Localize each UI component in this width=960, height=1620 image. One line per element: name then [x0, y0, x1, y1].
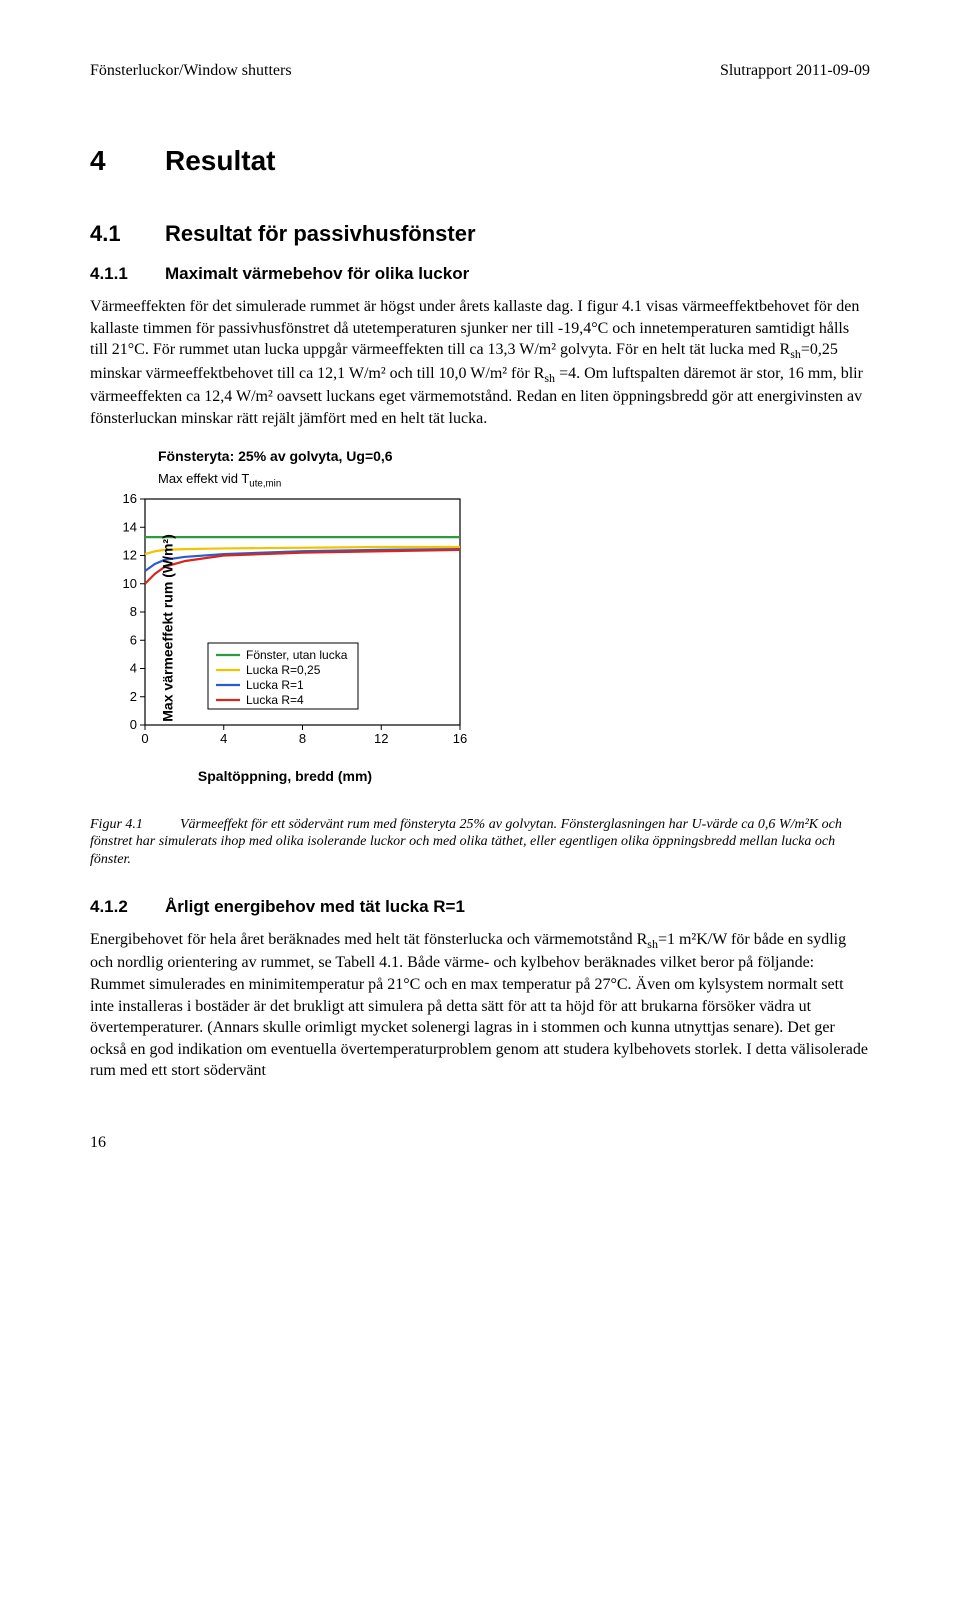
svg-text:0: 0	[130, 717, 137, 732]
page-number: 16	[90, 1132, 870, 1154]
header-right: Slutrapport 2011-09-09	[720, 60, 870, 82]
svg-text:16: 16	[123, 493, 137, 506]
paragraph: Energibehovet för hela året beräknades m…	[90, 929, 870, 1082]
svg-text:14: 14	[123, 519, 137, 534]
subsection-title: Resultat för passivhusfönster	[165, 221, 476, 246]
chart-title: Fönsteryta: 25% av golvyta, Ug=0,6	[158, 447, 870, 466]
subsection-number: 4.1	[90, 219, 165, 249]
svg-text:Fönster, utan lucka: Fönster, utan lucka	[246, 648, 348, 662]
header-left: Fönsterluckor/Window shutters	[90, 60, 292, 82]
figure-number: Figur 4.1	[90, 816, 180, 834]
svg-text:0: 0	[141, 731, 148, 746]
paragraph: Värmeeffekten för det simulerade rummet …	[90, 296, 870, 429]
svg-text:6: 6	[130, 632, 137, 647]
svg-text:Lucka R=1: Lucka R=1	[246, 678, 304, 692]
svg-text:12: 12	[123, 547, 137, 562]
chart-subtitle: Max effekt vid Tute,min	[158, 470, 870, 491]
subsection-heading: 4.1Resultat för passivhusfönster	[90, 219, 870, 249]
figure-chart: Fönsteryta: 25% av golvyta, Ug=0,6 Max e…	[90, 447, 870, 786]
subsub-title: Maximalt värmebehov för olika luckor	[165, 264, 469, 283]
subsub-number: 4.1.2	[90, 896, 165, 919]
chart-svg: 02468101214160481216Fönster, utan luckaL…	[90, 493, 470, 753]
subsub-title: Årligt energibehov med tät lucka R=1	[165, 897, 465, 916]
svg-text:2: 2	[130, 689, 137, 704]
figure-caption-text: Värmeeffekt för ett södervänt rum med fö…	[90, 817, 842, 867]
svg-text:8: 8	[299, 731, 306, 746]
section-number: 4	[90, 142, 165, 180]
subsubsection-heading: 4.1.2Årligt energibehov med tät lucka R=…	[90, 896, 870, 919]
section-heading: 4Resultat	[90, 142, 870, 180]
subsubsection-heading: 4.1.1Maximalt värmebehov för olika lucko…	[90, 263, 870, 286]
svg-text:12: 12	[374, 731, 388, 746]
chart-xlabel: Spaltöppning, bredd (mm)	[130, 767, 440, 786]
svg-text:4: 4	[220, 731, 227, 746]
chart-ylabel: Max värmeeffekt rum (W/m²)	[158, 534, 177, 722]
svg-text:Lucka R=4: Lucka R=4	[246, 693, 304, 707]
svg-text:Lucka R=0,25: Lucka R=0,25	[246, 663, 321, 677]
svg-text:10: 10	[123, 576, 137, 591]
section-title: Resultat	[165, 145, 275, 176]
subsub-number: 4.1.1	[90, 263, 165, 286]
page-header: Fönsterluckor/Window shutters Slutrappor…	[90, 60, 870, 82]
svg-text:16: 16	[453, 731, 467, 746]
figure-caption: Figur 4.1Värmeeffekt för ett södervänt r…	[90, 816, 870, 869]
svg-text:4: 4	[130, 660, 137, 675]
svg-text:8: 8	[130, 604, 137, 619]
